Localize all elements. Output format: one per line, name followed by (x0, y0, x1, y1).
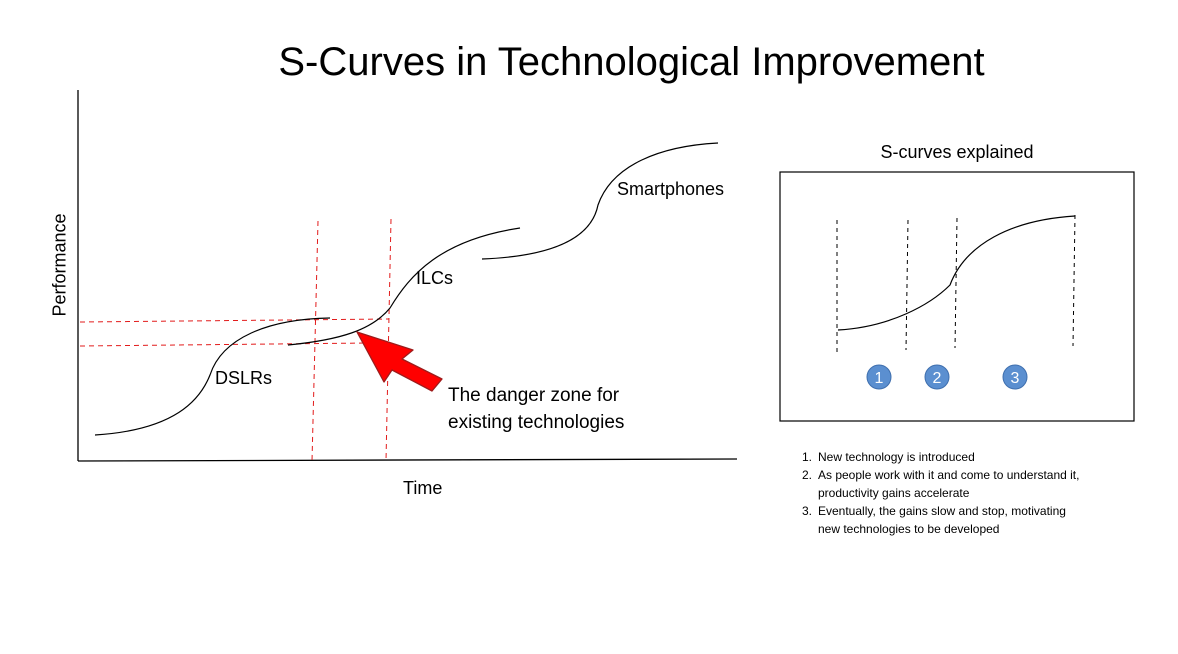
divider-4 (1072, 214, 1076, 347)
guide-horizontal-bottom (79, 342, 369, 347)
note-text-continued: productivity gains accelerate (818, 486, 970, 500)
explainer-box (779, 171, 1135, 422)
explainer-s-curve (837, 215, 1076, 331)
x-axis-label: Time (403, 478, 443, 498)
guide-vertical-left (311, 220, 319, 462)
note-text: New technology is introduced (818, 450, 975, 464)
phase-3-label: 3 (1011, 370, 1020, 387)
guide-vertical-right (385, 218, 392, 462)
note-item: 2. As people work with it and come to un… (802, 466, 1079, 502)
divider-3 (954, 217, 958, 349)
note-item: 3. Eventually, the gains slow and stop, … (802, 502, 1079, 538)
note-number: 2. (802, 468, 813, 482)
phase-1-marker (866, 364, 892, 390)
phase-markers: 1 2 3 (866, 364, 1028, 390)
note-text: As people work with it and come to under… (818, 468, 1080, 482)
divider-2 (905, 219, 909, 351)
danger-arrow (356, 331, 443, 392)
dslr-label: DSLRs (215, 368, 273, 388)
danger-caption-line-1: The danger zone for (448, 385, 620, 406)
note-text-continued: new technologies to be developed (818, 522, 1000, 536)
phase-2-marker (924, 364, 950, 390)
phase-3-marker (1002, 364, 1028, 390)
note-item: 1. New technology is introduced (802, 448, 1079, 466)
danger-caption-line-2: existing technologies (448, 412, 625, 433)
danger-guides (79, 218, 392, 462)
smartphone-curve (481, 142, 719, 260)
x-axis (77, 458, 738, 462)
smartphone-label: Smartphones (617, 179, 725, 199)
dslr-curve (94, 317, 331, 436)
page-title: S-Curves in Technological Improvement (278, 40, 985, 84)
ilc-curve (287, 227, 521, 346)
guide-horizontal-top (79, 318, 390, 323)
y-axis-label: Performance (49, 213, 70, 317)
phase-2-label: 2 (933, 370, 942, 387)
ilc-label: ILCs (416, 268, 454, 288)
explainer-title: S-curves explained (880, 142, 1034, 162)
phase-1-label: 1 (875, 370, 884, 387)
explainer-phase-dividers (836, 214, 1076, 352)
note-number: 3. (802, 504, 813, 518)
note-number: 1. (802, 450, 813, 464)
note-text: Eventually, the gains slow and stop, mot… (818, 504, 1066, 518)
explainer-notes: 1. New technology is introduced 2. As pe… (802, 448, 1079, 538)
danger-zone-caption: The danger zone for existing technologie… (448, 382, 624, 436)
